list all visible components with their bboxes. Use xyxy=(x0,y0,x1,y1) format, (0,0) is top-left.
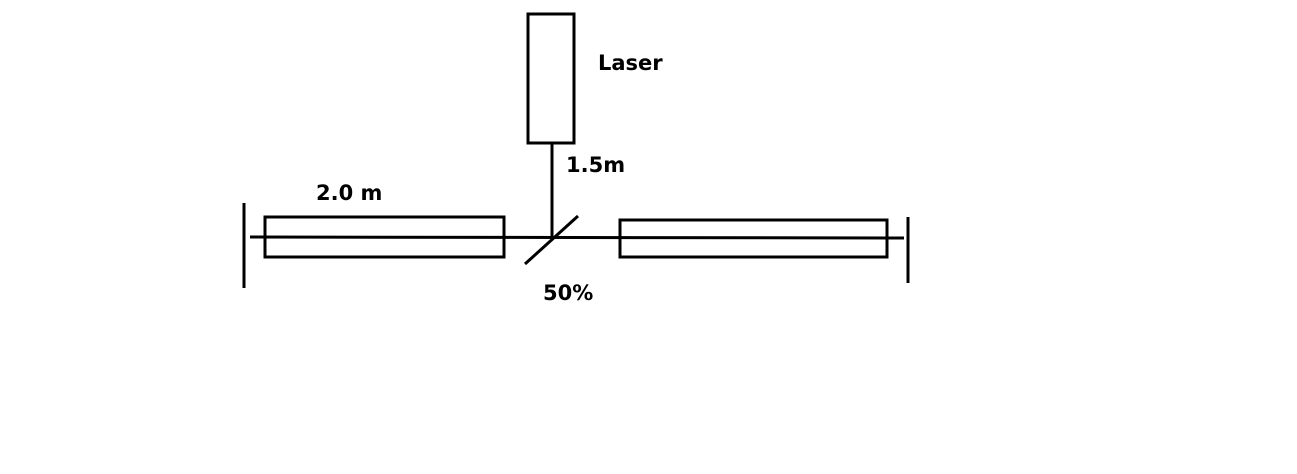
arm-length-label: 2.0 m xyxy=(316,181,382,205)
splitter-label: 50% xyxy=(543,281,593,305)
laser-box xyxy=(526,12,576,145)
laser-label: Laser xyxy=(598,51,663,75)
laser-distance-label: 1.5m xyxy=(566,153,625,177)
beam-splitter xyxy=(523,214,580,266)
horizontal-beam xyxy=(249,235,905,240)
